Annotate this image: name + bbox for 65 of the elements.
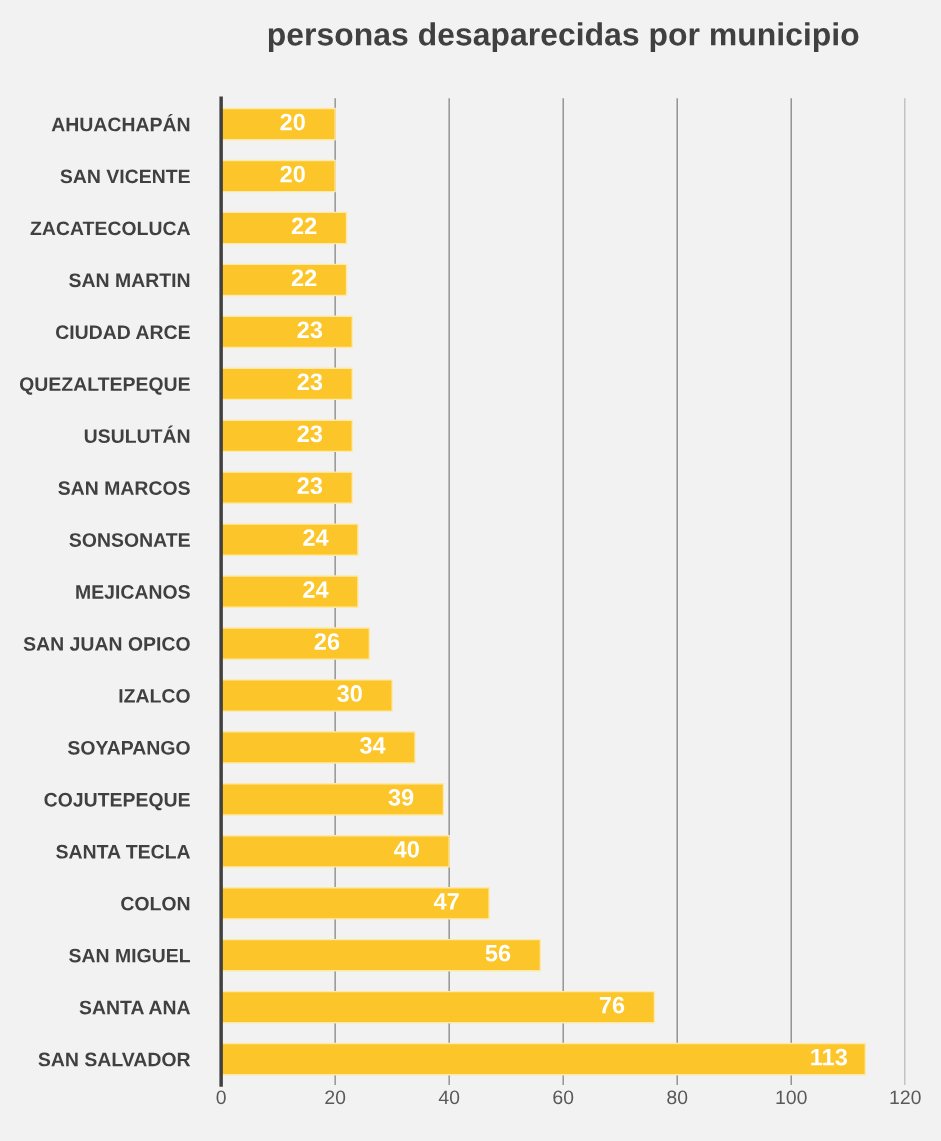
y-tick-label: USULUTÁN — [84, 425, 190, 444]
y-tick-label: CIUDAD ARCE — [55, 325, 190, 340]
data-label: 24 — [303, 529, 329, 546]
data-label: 24 — [303, 581, 329, 598]
bar — [221, 731, 416, 764]
bar — [221, 419, 353, 453]
data-label: 56 — [485, 944, 511, 962]
y-tick-label: ZACATECOLUCA — [30, 221, 191, 236]
data-label: 30 — [337, 685, 362, 702]
y-tick-label: SAN MARTIN — [69, 273, 190, 288]
x-tick-label: 120 — [890, 1090, 921, 1105]
data-label: 40 — [393, 840, 419, 858]
y-tick-label: SANTA ANA — [79, 1000, 191, 1015]
data-label: 39 — [388, 789, 414, 806]
y-tick-label: SAN VICENTE — [60, 169, 190, 184]
data-label: 20 — [280, 165, 305, 183]
y-tick-label: SAN JUAN OPICO — [23, 637, 190, 651]
bar — [221, 1042, 867, 1076]
bar — [221, 471, 353, 504]
bar — [221, 211, 348, 245]
data-label: 23 — [297, 477, 323, 495]
x-tick-label: 20 — [325, 1090, 346, 1105]
y-tick-label: SONSONATE — [69, 533, 190, 547]
data-label: 20 — [280, 113, 305, 131]
bar — [221, 263, 348, 297]
bar — [221, 938, 542, 972]
data-label: 26 — [314, 633, 340, 650]
bar — [221, 107, 336, 141]
x-tick-label: 0 — [216, 1090, 226, 1105]
y-tick-label: SAN MARCOS — [58, 481, 190, 495]
y-tick-label: IZALCO — [119, 688, 190, 703]
bar — [221, 159, 336, 193]
bar — [221, 887, 490, 920]
y-tick-label: SAN SALVADOR — [38, 1052, 191, 1067]
bar — [221, 315, 353, 349]
data-label: 22 — [291, 269, 317, 287]
bar — [221, 627, 371, 660]
y-tick-label: AHUACHAPÁN — [51, 113, 190, 132]
x-tick-label: 40 — [438, 1090, 460, 1105]
y-tick-label: COLON — [121, 896, 190, 911]
y-tick-label: MEJICANOS — [76, 585, 190, 599]
y-tick-label: SOYAPANGO — [67, 740, 190, 755]
x-tick-label: 60 — [553, 1090, 574, 1105]
data-label: 23 — [297, 373, 323, 391]
x-tick-label: 80 — [667, 1090, 688, 1105]
bar — [221, 835, 450, 868]
y-tick-label: SAN MIGUEL — [69, 948, 190, 963]
data-label: 113 — [811, 1048, 848, 1066]
data-label: 23 — [297, 321, 323, 339]
data-label: 23 — [297, 425, 323, 443]
data-label: 76 — [599, 996, 625, 1014]
y-tick-label: COJUTEPEQUE — [44, 792, 190, 811]
y-tick-label: SANTA TECLA — [56, 844, 191, 859]
x-tick-label: 100 — [776, 1090, 807, 1105]
bar — [221, 990, 656, 1024]
bar — [221, 523, 359, 556]
bar — [221, 367, 353, 401]
bar — [221, 679, 393, 712]
bar — [221, 783, 445, 816]
chart-title: personas desaparecidas por municipio — [268, 22, 859, 52]
data-label: 47 — [433, 893, 459, 910]
bar — [221, 575, 359, 608]
y-tick-label: QUEZALTEPEQUE — [19, 377, 190, 395]
data-label: 34 — [359, 737, 386, 754]
data-label: 22 — [291, 217, 317, 235]
